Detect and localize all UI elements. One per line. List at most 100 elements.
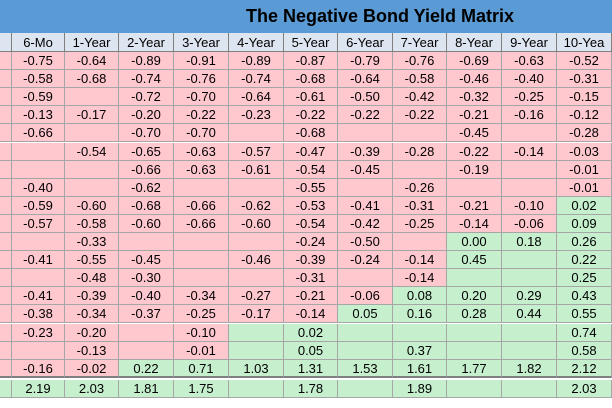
yield-cell[interactable]: 0.02 <box>557 196 612 215</box>
yield-cell[interactable]: -0.55 <box>65 251 119 270</box>
yield-cell[interactable]: -0.50 <box>338 88 393 107</box>
yield-cell[interactable] <box>502 269 557 288</box>
yield-cell[interactable] <box>338 323 393 342</box>
yield-cell[interactable]: -0.58 <box>65 214 119 233</box>
yield-cell[interactable]: -0.14 <box>284 305 338 324</box>
yield-cell[interactable]: -0.27 <box>229 287 284 306</box>
yield-cell[interactable]: 1.53 <box>338 359 393 378</box>
yield-cell[interactable]: -0.47 <box>284 142 338 161</box>
column-header[interactable]: 4-Year <box>229 33 284 52</box>
yield-cell[interactable] <box>447 341 502 360</box>
yield-cell[interactable]: -0.68 <box>119 196 174 215</box>
yield-cell[interactable] <box>502 251 557 270</box>
yield-cell[interactable]: 0.22 <box>557 251 612 270</box>
yield-cell[interactable]: -0.17 <box>65 106 119 125</box>
yield-cell[interactable]: -0.16 <box>12 359 65 378</box>
column-header[interactable]: 10-Yea <box>557 33 612 52</box>
yield-cell[interactable] <box>338 269 393 288</box>
yield-cell[interactable] <box>338 124 393 143</box>
yield-cell[interactable]: -0.15 <box>557 88 612 107</box>
yield-cell[interactable] <box>174 269 229 288</box>
yield-cell[interactable]: -0.70 <box>174 124 229 143</box>
yield-cell[interactable]: -0.42 <box>393 88 447 107</box>
yield-cell[interactable] <box>393 233 447 252</box>
yield-cell[interactable] <box>338 341 393 360</box>
yield-cell[interactable]: -0.55 <box>284 178 338 197</box>
yield-cell[interactable]: -0.25 <box>393 214 447 233</box>
yield-cell[interactable]: -0.03 <box>557 142 612 161</box>
yield-cell[interactable]: -0.74 <box>229 70 284 89</box>
yield-cell[interactable] <box>502 323 557 342</box>
yield-cell[interactable]: -0.68 <box>65 70 119 89</box>
yield-cell[interactable]: 0.25 <box>557 269 612 288</box>
yield-cell[interactable]: -0.22 <box>393 106 447 125</box>
yield-cell[interactable] <box>229 178 284 197</box>
yield-cell[interactable]: 0.29 <box>502 287 557 306</box>
yield-cell[interactable]: -0.65 <box>119 142 174 161</box>
yield-cell[interactable]: -0.10 <box>502 196 557 215</box>
yield-cell[interactable]: -0.28 <box>557 124 612 143</box>
yield-cell[interactable]: -0.13 <box>12 106 65 125</box>
yield-cell[interactable]: 2.03 <box>65 379 119 398</box>
yield-cell[interactable]: -0.52 <box>557 52 612 71</box>
yield-cell[interactable]: -0.66 <box>174 214 229 233</box>
yield-cell[interactable]: -0.54 <box>284 160 338 179</box>
yield-cell[interactable]: 1.81 <box>119 379 174 398</box>
yield-cell[interactable]: -0.14 <box>447 214 502 233</box>
yield-cell[interactable]: -0.02 <box>65 359 119 378</box>
column-header[interactable]: 8-Year <box>447 33 502 52</box>
yield-cell[interactable]: -0.68 <box>284 70 338 89</box>
yield-cell[interactable] <box>502 178 557 197</box>
column-header[interactable]: 9-Year <box>502 33 557 52</box>
yield-cell[interactable] <box>502 341 557 360</box>
yield-cell[interactable]: -0.46 <box>229 251 284 270</box>
yield-cell[interactable]: -0.58 <box>12 70 65 89</box>
yield-cell[interactable] <box>229 233 284 252</box>
column-header[interactable]: 5-Year <box>284 33 338 52</box>
yield-cell[interactable]: -0.45 <box>447 124 502 143</box>
yield-cell[interactable] <box>447 379 502 398</box>
yield-cell[interactable]: 1.75 <box>174 379 229 398</box>
yield-cell[interactable]: -0.46 <box>447 70 502 89</box>
yield-cell[interactable]: -0.40 <box>502 70 557 89</box>
yield-cell[interactable] <box>229 269 284 288</box>
yield-cell[interactable]: -0.31 <box>284 269 338 288</box>
yield-cell[interactable]: -0.63 <box>502 52 557 71</box>
yield-cell[interactable]: -0.59 <box>12 88 65 107</box>
yield-cell[interactable]: -0.12 <box>557 106 612 125</box>
yield-cell[interactable]: 0.18 <box>502 233 557 252</box>
yield-cell[interactable]: 2.03 <box>557 379 612 398</box>
yield-cell[interactable]: -0.69 <box>447 52 502 71</box>
yield-cell[interactable]: 0.37 <box>393 341 447 360</box>
yield-cell[interactable]: -0.06 <box>502 214 557 233</box>
yield-cell[interactable] <box>12 142 65 161</box>
yield-cell[interactable] <box>12 233 65 252</box>
yield-cell[interactable]: 0.00 <box>447 233 502 252</box>
yield-cell[interactable]: -0.79 <box>338 52 393 71</box>
column-header[interactable]: 7-Year <box>393 33 447 52</box>
yield-cell[interactable]: -0.38 <box>12 305 65 324</box>
yield-cell[interactable]: -0.22 <box>174 106 229 125</box>
yield-cell[interactable] <box>65 88 119 107</box>
yield-cell[interactable]: -0.66 <box>119 160 174 179</box>
yield-cell[interactable]: -0.01 <box>174 341 229 360</box>
yield-cell[interactable]: -0.57 <box>12 214 65 233</box>
yield-cell[interactable]: -0.76 <box>393 52 447 71</box>
yield-cell[interactable]: 0.02 <box>284 323 338 342</box>
yield-cell[interactable]: -0.59 <box>12 196 65 215</box>
yield-cell[interactable]: -0.41 <box>12 287 65 306</box>
yield-cell[interactable]: 0.28 <box>447 305 502 324</box>
yield-cell[interactable] <box>65 124 119 143</box>
yield-cell[interactable]: -0.68 <box>284 124 338 143</box>
yield-cell[interactable]: -0.66 <box>12 124 65 143</box>
yield-cell[interactable]: -0.58 <box>393 70 447 89</box>
column-header[interactable]: 6-Mo <box>12 33 65 52</box>
yield-cell[interactable]: -0.17 <box>229 305 284 324</box>
yield-cell[interactable]: -0.31 <box>557 70 612 89</box>
yield-cell[interactable]: -0.41 <box>338 196 393 215</box>
yield-cell[interactable]: -0.50 <box>338 233 393 252</box>
yield-cell[interactable] <box>447 323 502 342</box>
yield-cell[interactable] <box>393 323 447 342</box>
yield-cell[interactable]: -0.70 <box>174 88 229 107</box>
yield-cell[interactable]: 0.22 <box>119 359 174 378</box>
